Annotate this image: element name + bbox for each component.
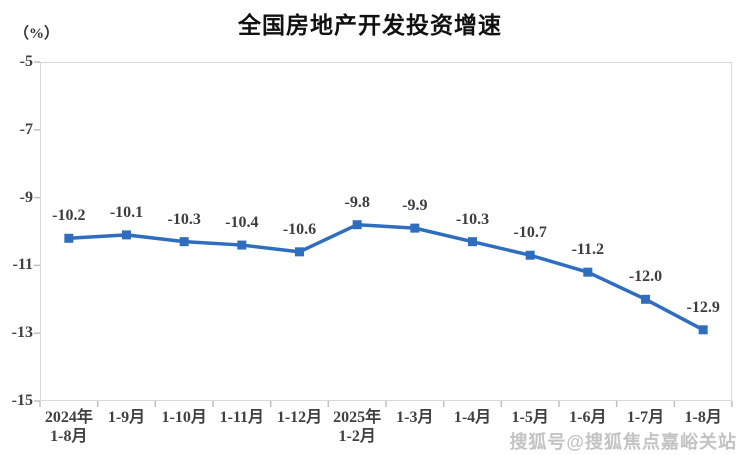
y-axis-tick-label: -15 — [11, 392, 33, 409]
data-point-marker — [122, 230, 131, 240]
x-axis-tick-label: 1-7月 — [626, 409, 665, 426]
data-point-label: -10.3 — [455, 210, 490, 228]
data-point-marker — [237, 240, 247, 250]
data-point-label: -10.4 — [225, 214, 259, 232]
data-point-marker — [352, 220, 362, 230]
watermark: 搜狐号@搜狐焦点嘉峪关站 — [509, 432, 737, 452]
x-axis-tick-label: 1-9月 — [107, 409, 146, 426]
data-point-marker — [583, 267, 593, 277]
x-axis-tick-label: 1-10月 — [161, 409, 207, 426]
y-axis-tick-label: -11 — [12, 256, 33, 274]
x-axis-tick-label: 1-3月 — [396, 409, 434, 426]
y-axis-tick-label: -7 — [19, 120, 33, 138]
data-point-label: -9.9 — [402, 197, 428, 215]
x-axis-tick-label: 1-11月 — [219, 409, 265, 426]
data-point-marker — [525, 250, 535, 260]
data-point-label: -12.9 — [686, 298, 720, 316]
plot-area — [40, 62, 732, 401]
x-axis-tick-label: 1-6月 — [569, 409, 607, 426]
data-point-label: -10.1 — [109, 203, 144, 221]
data-point-marker — [698, 325, 708, 335]
y-axis-unit-label: （%） — [14, 26, 60, 42]
data-point-label: -10.6 — [282, 220, 317, 238]
data-point-marker — [410, 223, 420, 233]
data-point-marker — [179, 237, 189, 247]
x-axis-tick-label: 1-4月 — [453, 409, 492, 426]
data-point-marker — [295, 247, 304, 257]
data-point-marker — [641, 294, 650, 304]
y-axis-tick-label: -13 — [11, 324, 33, 342]
x-axis-tick-label: 2025年 1-2月 — [333, 409, 382, 445]
series-line — [67, 222, 705, 332]
data-point-marker — [468, 237, 477, 247]
data-point-label: -12.0 — [628, 268, 663, 286]
x-axis-tick-label: 1-5月 — [511, 409, 549, 426]
data-point-label: -10.2 — [52, 207, 86, 225]
y-axis-tick-label: -5 — [19, 53, 33, 70]
x-axis-tick-label: 1-12月 — [276, 409, 323, 426]
data-point-label: -11.2 — [571, 241, 605, 259]
chart-title: 全国房地产开发投资增速 — [238, 12, 502, 38]
x-axis-tick-label: 2024年 1-8月 — [44, 409, 93, 445]
data-point-label: -10.7 — [513, 224, 547, 242]
data-point-marker — [64, 233, 74, 243]
y-axis-tick-label: -9 — [19, 188, 33, 206]
data-point-label: -10.3 — [167, 210, 201, 228]
data-point-label: -9.8 — [344, 193, 370, 211]
x-axis-tick-label: 1-8月 — [684, 409, 722, 426]
